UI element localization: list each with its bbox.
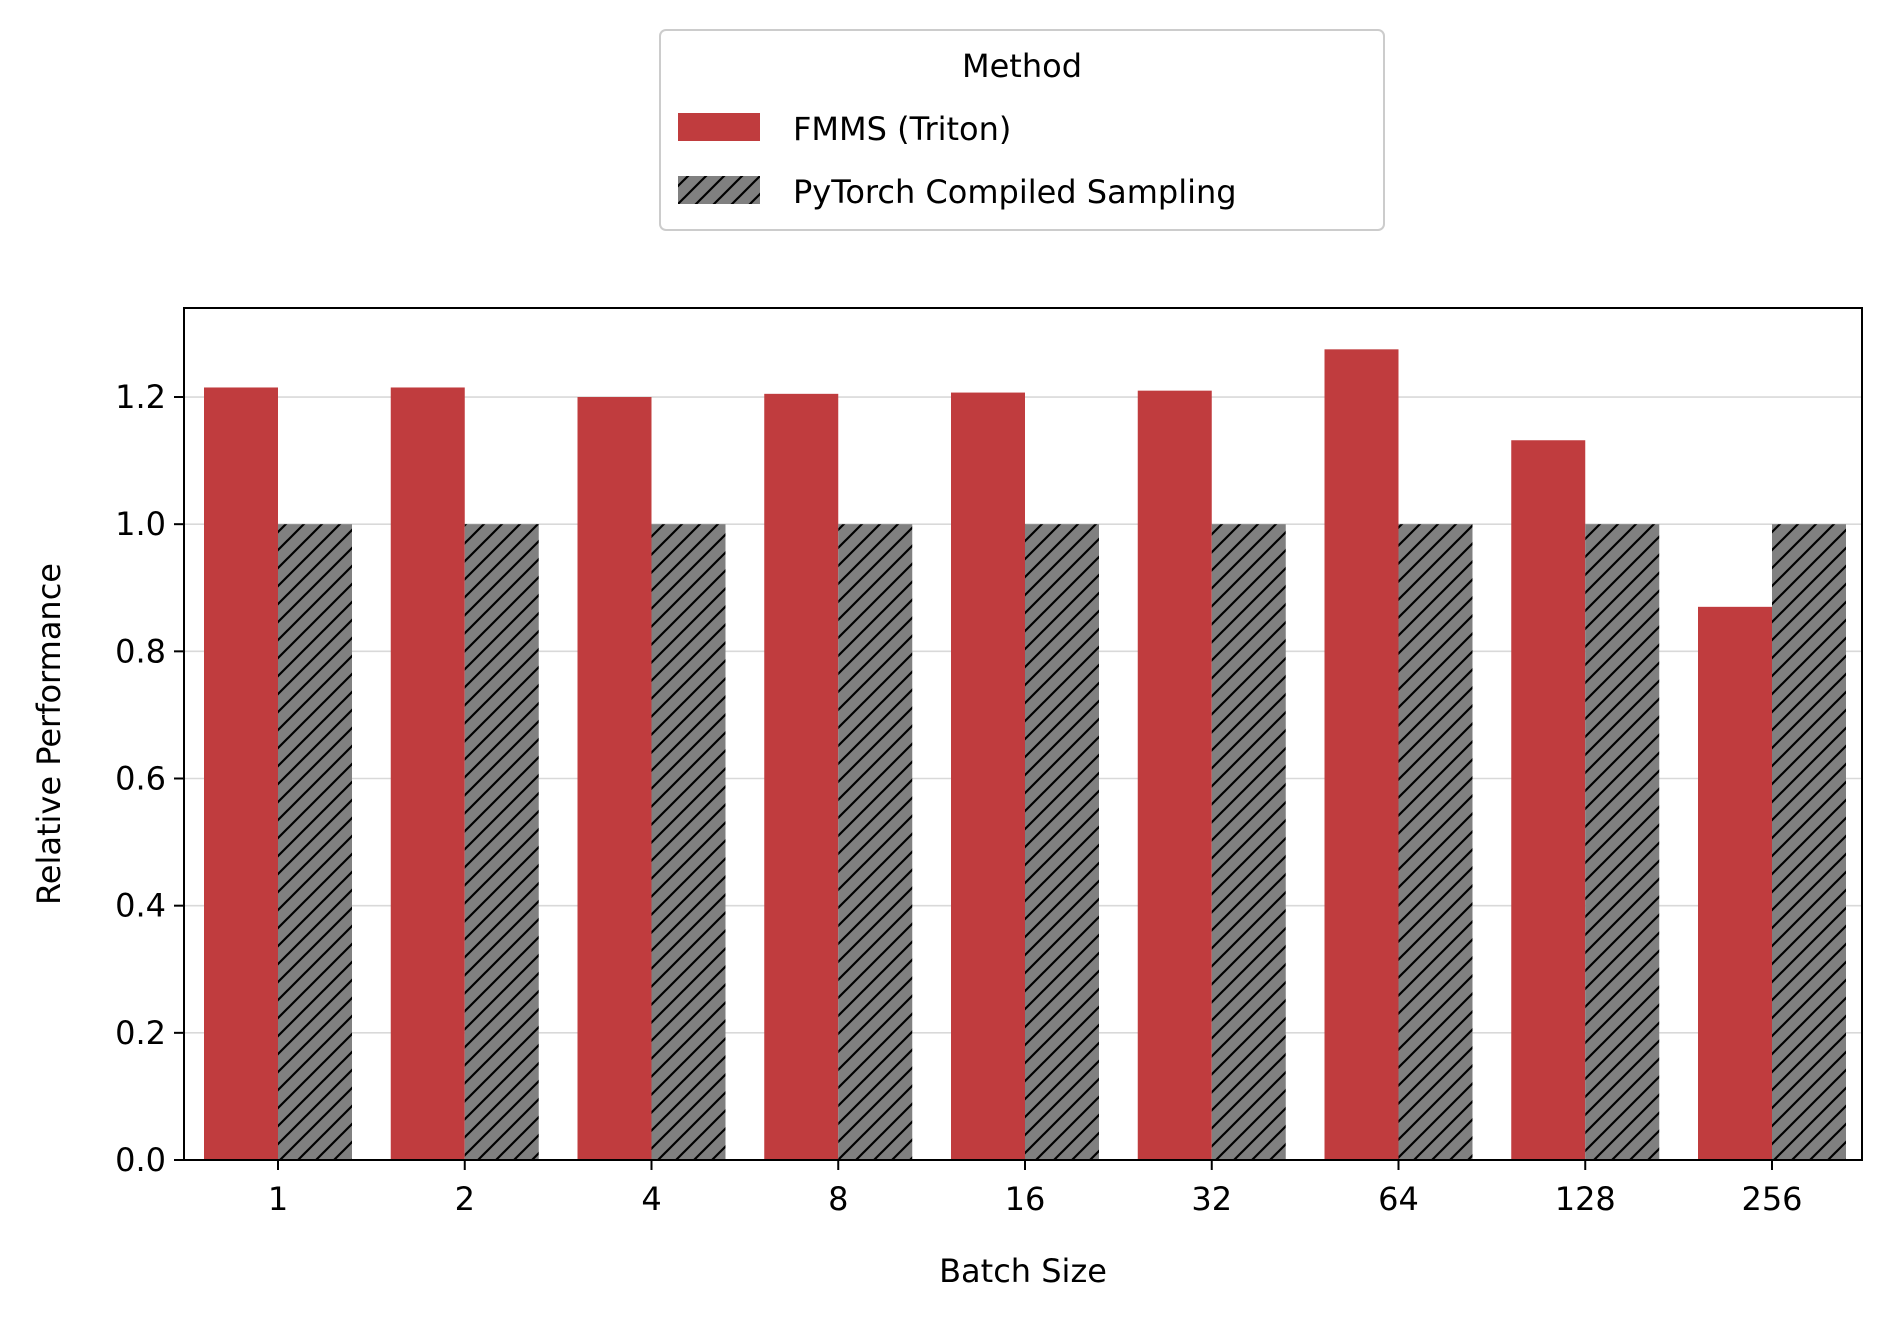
bar-pytorch-64 [1398, 524, 1473, 1160]
y-tick-label: 1.2 [115, 378, 166, 416]
legend-box [659, 29, 1385, 231]
x-tick-label: 256 [1741, 1180, 1802, 1218]
bar-fmms-4 [577, 397, 652, 1161]
x-tick-label: 8 [828, 1180, 848, 1218]
bar-fmms-64 [1324, 349, 1399, 1160]
bar-pytorch-4 [651, 524, 726, 1160]
x-tick-label: 2 [455, 1180, 475, 1218]
bar-pytorch-32 [1211, 524, 1286, 1160]
bar-pytorch-1 [278, 524, 352, 1160]
y-axis-title: Relative Performance [30, 563, 68, 905]
bar-fmms-2 [390, 387, 465, 1160]
x-axis: 1 2 4 8 16 32 64 128 256 [268, 1160, 1803, 1218]
x-axis-title: Batch Size [939, 1252, 1107, 1290]
y-axis: 0.0 0.2 0.4 0.6 0.8 1.0 1.2 [115, 378, 184, 1179]
bar-fmms-1 [204, 387, 278, 1160]
legend: Method FMMS (Triton) PyTorch Compiled Sa… [659, 29, 1385, 231]
bar-pytorch-8 [838, 524, 913, 1160]
legend-label-fmms: FMMS (Triton) [793, 110, 1011, 148]
plot-frame [183, 307, 1863, 1161]
x-tick-label: 4 [641, 1180, 661, 1218]
bar-fmms-256 [1698, 606, 1772, 1160]
x-tick-label: 32 [1191, 1180, 1232, 1218]
bar-pytorch-16 [1025, 524, 1099, 1160]
x-tick-label: 1 [268, 1180, 288, 1218]
y-tick-label: 0.0 [115, 1141, 166, 1179]
y-tick-label: 0.4 [115, 887, 166, 925]
y-tick-label: 0.2 [115, 1014, 166, 1052]
legend-title: Method [962, 47, 1082, 85]
bar-fmms-32 [1137, 390, 1212, 1160]
legend-label-pytorch: PyTorch Compiled Sampling [793, 173, 1237, 211]
bar-pytorch-256 [1772, 524, 1846, 1160]
bar-fmms-128 [1511, 440, 1586, 1160]
bar-pytorch-128 [1585, 524, 1660, 1160]
bar-fmms-8 [764, 393, 839, 1160]
x-tick-label: 16 [1005, 1180, 1046, 1218]
y-tick-label: 1.0 [115, 505, 166, 543]
y-tick-label: 0.6 [115, 760, 166, 798]
legend-swatch-fmms [678, 113, 760, 141]
y-tick-label: 0.8 [115, 632, 166, 670]
x-tick-label: 64 [1378, 1180, 1419, 1218]
bars [204, 349, 1846, 1161]
legend-swatch-pytorch [678, 176, 760, 204]
bar-pytorch-2 [464, 524, 539, 1160]
x-tick-label: 128 [1555, 1180, 1616, 1218]
bar-fmms-16 [951, 392, 1025, 1160]
